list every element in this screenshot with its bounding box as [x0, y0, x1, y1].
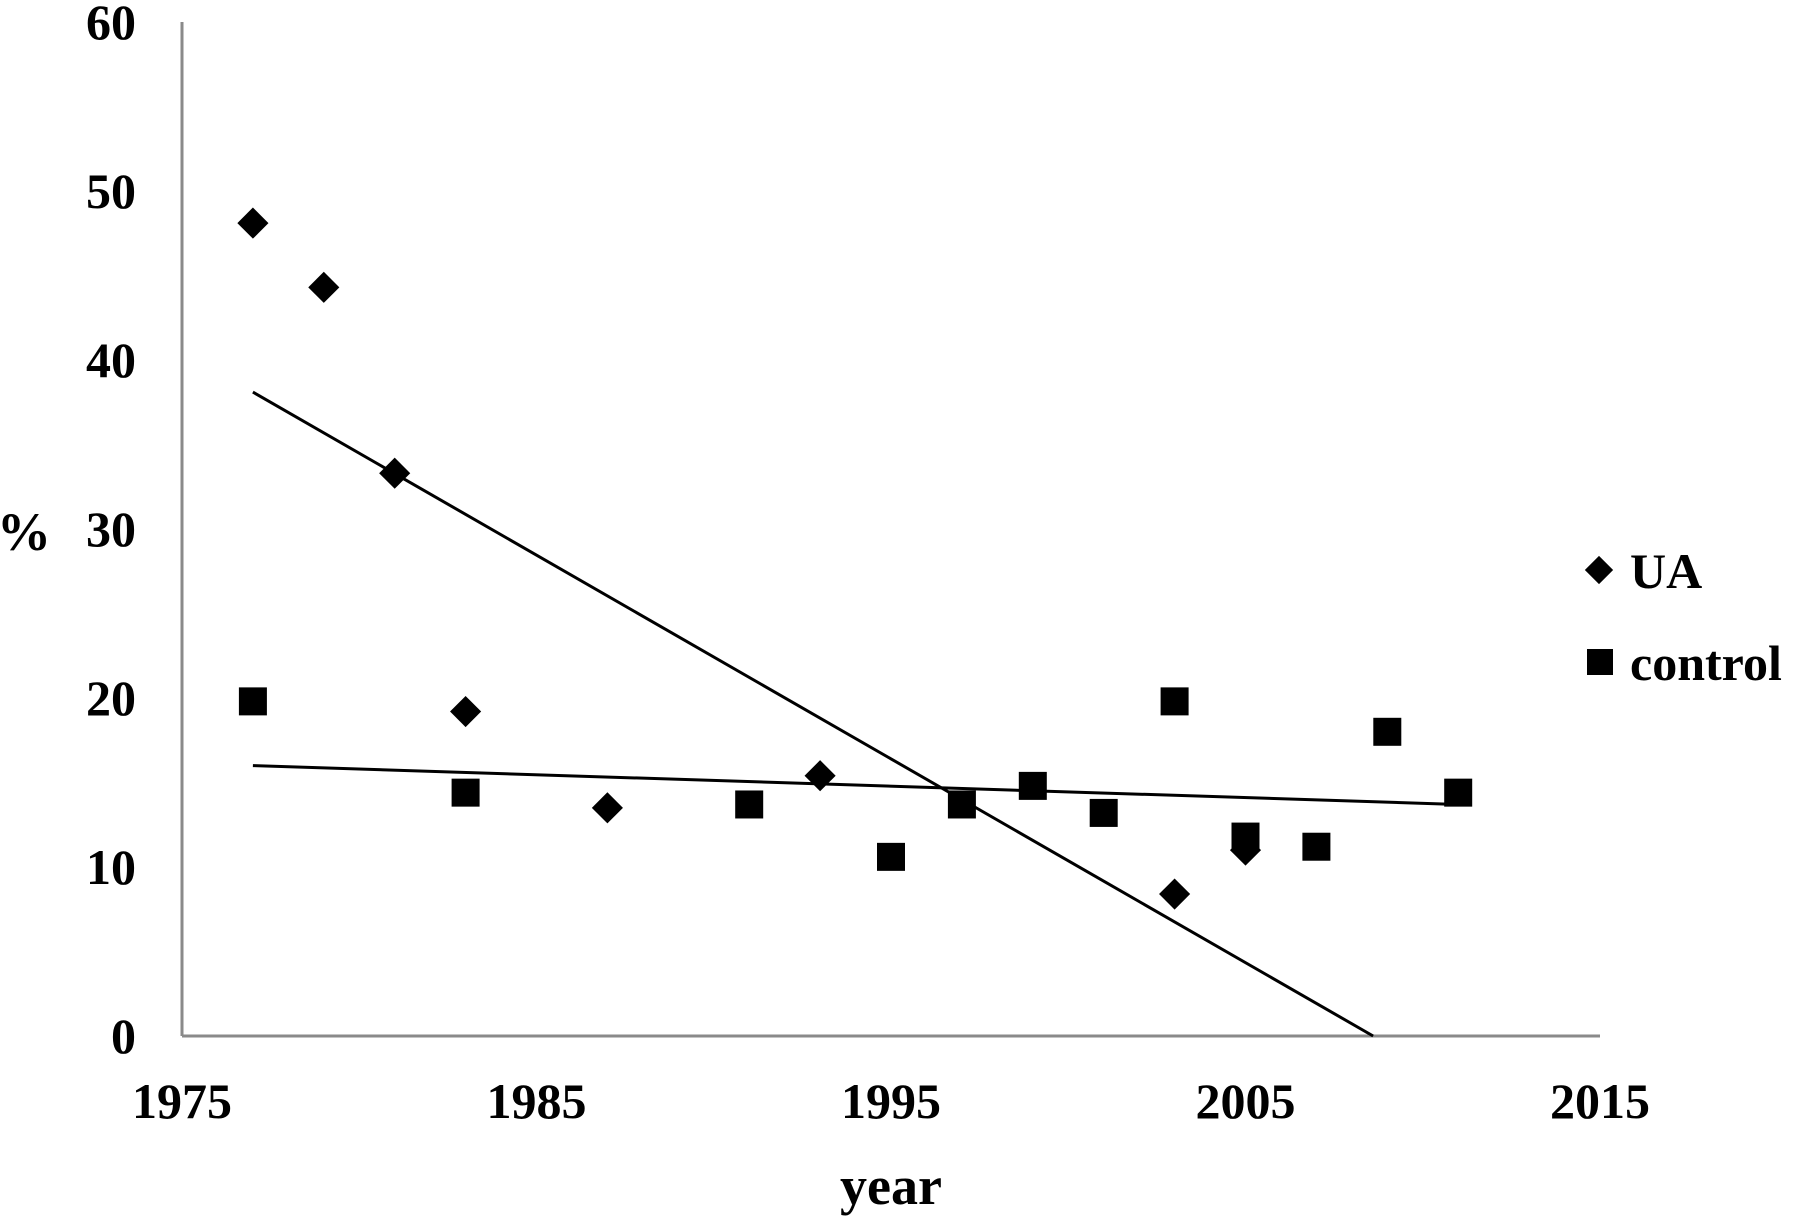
ua-point	[591, 792, 623, 824]
ua-point	[237, 207, 269, 239]
x-tick-label: 2005	[1196, 1073, 1296, 1129]
y-tick-label: 60	[86, 0, 136, 50]
control-point	[1160, 687, 1189, 716]
y-tick-label: 30	[86, 501, 136, 557]
axes	[180, 22, 1600, 1038]
y-tick-label: 10	[86, 839, 136, 895]
legend-label-control: control	[1630, 635, 1782, 691]
x-axis-title: year	[840, 1156, 942, 1216]
legend-label-ua: UA	[1630, 543, 1702, 599]
x-tick-label: 1995	[841, 1073, 941, 1129]
control-point	[1089, 798, 1118, 827]
y-tick-label: 40	[86, 332, 136, 388]
y-tick-label: 0	[111, 1008, 136, 1064]
legend-item-control: control	[1587, 635, 1782, 691]
control-point	[1302, 832, 1331, 861]
control-point	[1373, 717, 1402, 746]
x-tick-labels: 1975 1985 1995 2005 2015	[132, 1073, 1650, 1129]
control-point	[947, 790, 976, 819]
legend-marker-ua	[1584, 555, 1614, 585]
x-tick-label: 1985	[487, 1073, 587, 1129]
x-tick-label: 2015	[1550, 1073, 1650, 1129]
control-point	[1444, 778, 1473, 807]
x-tick-label: 1975	[132, 1073, 232, 1129]
trendlines	[252, 390, 1459, 1038]
trendline-control	[252, 764, 1459, 806]
ua-point	[450, 695, 482, 728]
legend: UA control	[1584, 543, 1782, 691]
ua-point	[308, 271, 340, 303]
y-axis-title: %	[0, 502, 51, 562]
control-point	[238, 687, 267, 716]
y-tick-label: 20	[86, 670, 136, 726]
control-point	[877, 842, 905, 871]
y-tick-label: 50	[86, 163, 136, 219]
y-tick-labels: 0 10 20 30 40 50 60	[86, 0, 136, 1064]
data-points	[237, 207, 1473, 910]
control-point	[735, 790, 764, 819]
control-point	[1018, 771, 1047, 800]
legend-marker-control	[1587, 649, 1613, 675]
ua-point	[379, 457, 411, 489]
ua-point	[1159, 878, 1191, 910]
control-point	[451, 778, 480, 807]
ua-point	[804, 760, 836, 792]
legend-item-ua: UA	[1584, 543, 1702, 599]
control-point	[1231, 822, 1260, 851]
trendline-ua	[252, 390, 1374, 1038]
